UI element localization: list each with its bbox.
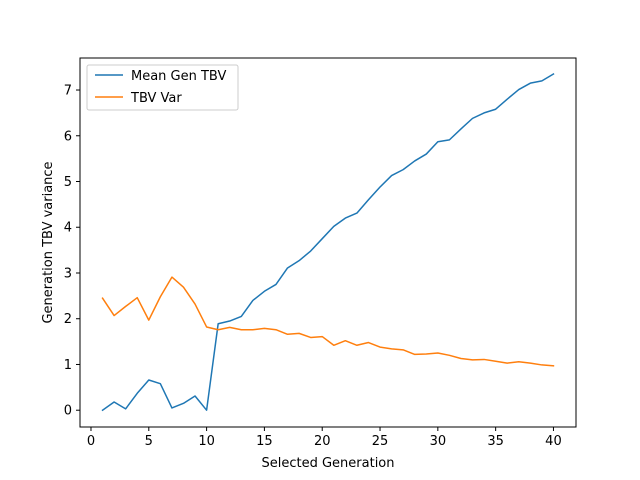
x-tick-label: 30 xyxy=(430,434,447,449)
ticks-layer: 0 5 10 15 20 25 30 35 40 0 1 2 3 4 5 6 7 xyxy=(64,84,562,449)
y-tick-label: 7 xyxy=(64,84,72,99)
y-tick-label: 4 xyxy=(64,221,72,236)
series-line-tbv-var xyxy=(101,276,555,367)
x-tick-label: 20 xyxy=(314,434,331,449)
y-tick-label: 2 xyxy=(64,312,72,327)
legend-label-mean-gen-tbv: Mean Gen TBV xyxy=(131,69,226,84)
axes-frame xyxy=(79,57,577,428)
x-tick-label: 35 xyxy=(487,434,504,449)
legend: Mean Gen TBV TBV Var xyxy=(86,64,239,111)
series-line-mean-gen-tbv xyxy=(101,72,555,412)
x-tick-label: 0 xyxy=(87,434,95,449)
x-axis-title: Selected Generation xyxy=(261,456,394,471)
series-layer xyxy=(101,72,555,412)
y-tick-label: 6 xyxy=(64,129,72,144)
x-tick-label: 5 xyxy=(145,434,153,449)
y-tick-label: 3 xyxy=(64,266,72,281)
x-tick-label: 10 xyxy=(198,434,215,449)
y-tick-label: 5 xyxy=(64,175,72,190)
legend-box xyxy=(86,64,239,111)
x-tick-label: 15 xyxy=(256,434,273,449)
legend-label-tbv-var: TBV Var xyxy=(130,91,182,106)
y-tick-label: 0 xyxy=(64,404,72,419)
x-tick-label: 25 xyxy=(372,434,389,449)
y-tick-label: 1 xyxy=(64,358,72,373)
x-tick-label: 40 xyxy=(545,434,562,449)
y-axis-title: Generation TBV variance xyxy=(41,161,56,323)
